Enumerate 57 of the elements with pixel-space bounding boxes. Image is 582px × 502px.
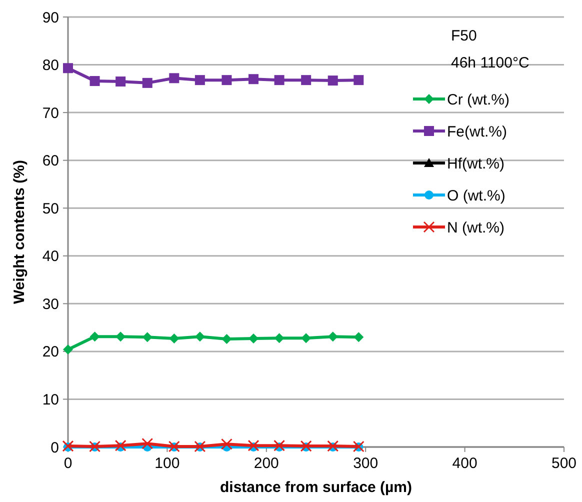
y-tick-label: 80 [42, 57, 59, 74]
y-tick-label: 20 [42, 344, 59, 361]
point [328, 76, 338, 86]
point [301, 75, 312, 86]
point [142, 438, 154, 450]
annotation: 46h 1100°C [451, 54, 530, 72]
point [169, 73, 180, 84]
point [222, 334, 232, 344]
point [301, 333, 312, 344]
y-axis-title: Weight contents (%) [11, 160, 28, 304]
x-tick-label: 400 [452, 455, 478, 472]
legend-label: Fe(wt.%) [447, 123, 508, 140]
legend-label: Cr (wt.%) [447, 91, 510, 108]
x-tick-label: 200 [254, 455, 279, 472]
point [274, 333, 284, 344]
point [142, 332, 152, 342]
point [90, 76, 100, 86]
point [116, 332, 126, 342]
point [90, 332, 100, 342]
legend-label: N (wt.%) [447, 219, 504, 236]
point [327, 440, 339, 452]
y-tick-label: 70 [42, 104, 59, 122]
point [274, 75, 284, 86]
x-axis-title: distance from surface (µm) [220, 479, 412, 496]
point [142, 78, 152, 88]
y-tick-label: 60 [42, 152, 59, 170]
point [248, 74, 259, 84]
y-tick-label: 40 [42, 248, 59, 266]
point [114, 440, 126, 452]
legend-title: F50 [451, 27, 477, 44]
point [220, 438, 232, 450]
point [169, 334, 180, 344]
point [248, 334, 259, 344]
point [194, 75, 205, 86]
point [194, 332, 205, 342]
legend-label: O (wt.%) [447, 187, 506, 204]
point [63, 63, 73, 74]
y-tick-label: 30 [42, 296, 59, 313]
x-tick-label: 300 [353, 455, 378, 472]
point [354, 75, 364, 86]
x-tick-label: 500 [551, 455, 577, 472]
y-tick-label: 90 [42, 9, 59, 26]
point [62, 440, 74, 452]
point [274, 440, 286, 452]
point [300, 440, 312, 452]
point [354, 332, 364, 342]
y-tick-label: 0 [50, 439, 59, 456]
point [248, 440, 260, 452]
point [222, 75, 232, 86]
y-tick-label: 10 [42, 391, 59, 408]
x-tick-label: 0 [64, 455, 72, 472]
legend-label: Hf(wt.%) [447, 155, 504, 172]
point [63, 344, 73, 355]
x-tick-label: 100 [154, 455, 180, 472]
point [116, 76, 126, 86]
point [328, 332, 338, 342]
y-tick-label: 50 [42, 200, 59, 218]
